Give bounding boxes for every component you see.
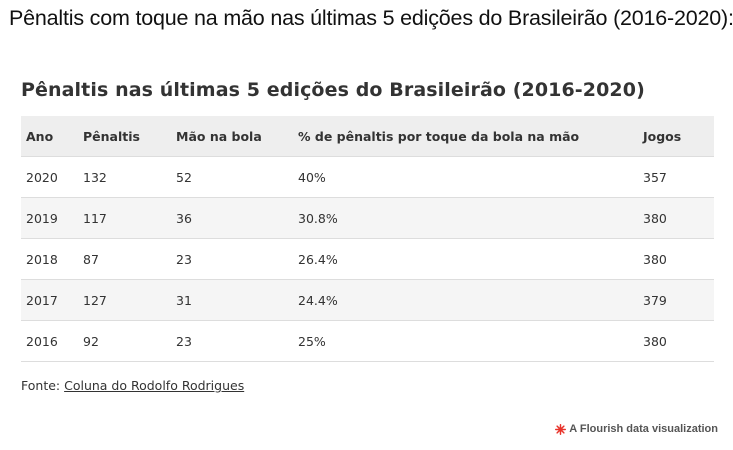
source-prefix: Fonte: bbox=[21, 378, 65, 393]
table-cell: 36 bbox=[171, 197, 293, 239]
table-cell: 2019 bbox=[21, 197, 78, 239]
table-cell: 132 bbox=[78, 156, 171, 198]
table-cell: 26.4% bbox=[293, 238, 638, 280]
table-row: 2016 92 23 25% 380 bbox=[21, 320, 714, 362]
table-cell: 23 bbox=[171, 320, 293, 362]
column-header-mao-na-bola[interactable]: Mão na bola bbox=[171, 116, 293, 157]
column-header-jogos[interactable]: Jogos bbox=[638, 116, 714, 157]
table-cell: 2018 bbox=[21, 238, 78, 280]
table-header-row: Ano Pênaltis Mão na bola % de pênaltis p… bbox=[21, 116, 714, 157]
column-header-ano[interactable]: Ano bbox=[21, 116, 78, 157]
table-row: 2018 87 23 26.4% 380 bbox=[21, 238, 714, 280]
flourish-credit-link[interactable]: A Flourish data visualization bbox=[555, 423, 718, 435]
table-cell: 92 bbox=[78, 320, 171, 362]
credit-text: A Flourish data visualization bbox=[569, 423, 718, 435]
table-cell: 52 bbox=[171, 156, 293, 198]
table-cell: 2017 bbox=[21, 279, 78, 321]
source-note: Fonte: Coluna do Rodolfo Rodrigues bbox=[21, 378, 714, 393]
table-cell: 23 bbox=[171, 238, 293, 280]
flourish-visualization: Pênaltis nas últimas 5 edições do Brasil… bbox=[21, 72, 714, 393]
table-cell: 24.4% bbox=[293, 279, 638, 321]
table-cell: 117 bbox=[78, 197, 171, 239]
table-row: 2017 127 31 24.4% 379 bbox=[21, 279, 714, 321]
table-cell: 2016 bbox=[21, 320, 78, 362]
column-header-penaltis[interactable]: Pênaltis bbox=[78, 116, 171, 157]
page-heading: Pênaltis com toque na mão nas últimas 5 … bbox=[9, 6, 733, 30]
table-row: 2020 132 52 40% 357 bbox=[21, 156, 714, 198]
table-cell: 379 bbox=[638, 279, 714, 321]
column-header-percent[interactable]: % de pênaltis por toque da bola na mão bbox=[293, 116, 638, 157]
table-cell: 380 bbox=[638, 238, 714, 280]
flourish-logo-icon bbox=[555, 423, 567, 435]
table-cell: 380 bbox=[638, 197, 714, 239]
chart-title: Pênaltis nas últimas 5 edições do Brasil… bbox=[21, 79, 645, 101]
table-cell: 87 bbox=[78, 238, 171, 280]
table-cell: 380 bbox=[638, 320, 714, 362]
table-row: 2019 117 36 30.8% 380 bbox=[21, 197, 714, 239]
table-cell: 31 bbox=[171, 279, 293, 321]
source-link[interactable]: Coluna do Rodolfo Rodrigues bbox=[64, 378, 245, 393]
table-cell: 127 bbox=[78, 279, 171, 321]
table-cell: 25% bbox=[293, 320, 638, 362]
table-cell: 357 bbox=[638, 156, 714, 198]
table-cell: 40% bbox=[293, 156, 638, 198]
table-cell: 30.8% bbox=[293, 197, 638, 239]
data-table: Ano Pênaltis Mão na bola % de pênaltis p… bbox=[21, 116, 714, 362]
table-cell: 2020 bbox=[21, 156, 78, 198]
